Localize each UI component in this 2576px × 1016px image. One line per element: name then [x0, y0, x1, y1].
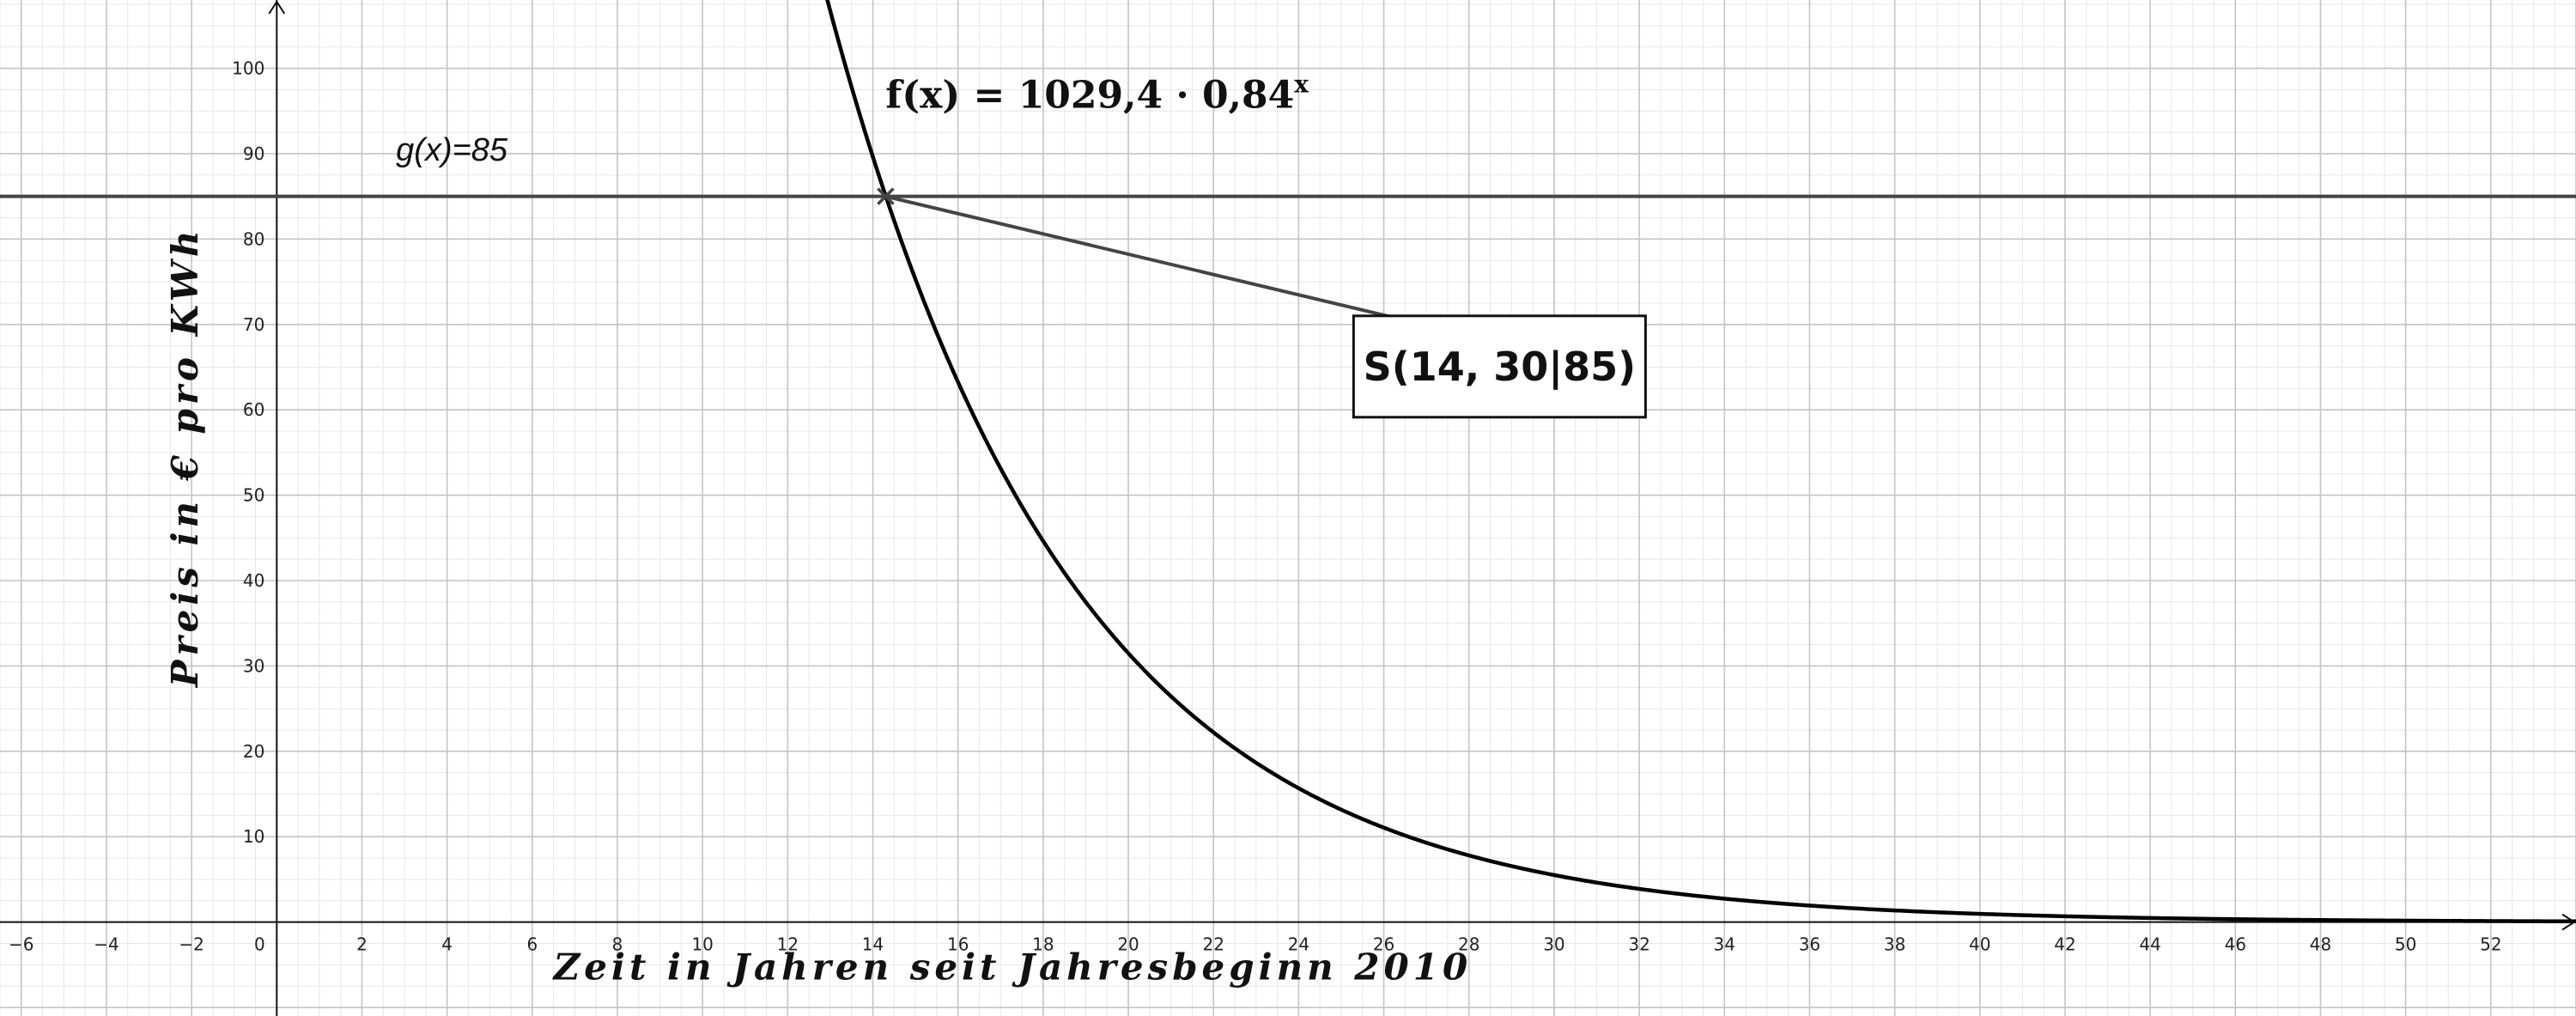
origin-tick-label: 0: [254, 934, 265, 955]
x-tick-label: 4: [441, 934, 453, 955]
x-tick-label: −4: [94, 934, 118, 955]
x-tick-label: 20: [1117, 934, 1139, 955]
x-tick-label: 22: [1202, 934, 1224, 955]
annotation-box-frame: [1352, 314, 1647, 419]
x-tick-label: 38: [1884, 934, 1905, 955]
x-tick-label: 18: [1032, 934, 1054, 955]
x-tick-label: 30: [1543, 934, 1564, 955]
x-tick-label: 16: [947, 934, 969, 955]
series-line-f: [825, 0, 2576, 924]
x-tick-label: 24: [1288, 934, 1309, 955]
x-tick-label: 42: [2054, 934, 2075, 955]
x-tick-label: 34: [1714, 934, 1735, 955]
series-label-f-exponent: x: [1294, 70, 1309, 98]
x-tick-label: 44: [2139, 934, 2160, 955]
x-tick-label: 8: [612, 934, 623, 955]
x-tick-label: 12: [777, 934, 799, 955]
y-axis-arrow: [268, 0, 286, 15]
x-tick-label: −6: [9, 934, 33, 955]
annotation-leader-line: [884, 194, 1406, 322]
x-tick-label: 36: [1799, 934, 1820, 955]
series-label-g: g(x)=85: [396, 132, 508, 168]
y-axis-title: Preis in € pro KWh: [164, 227, 206, 688]
y-tick-label: 40: [243, 570, 264, 591]
y-tick-label: 50: [243, 485, 264, 506]
x-tick-label: 46: [2225, 934, 2246, 955]
x-tick-label: 52: [2480, 934, 2501, 955]
tick-labels: −6 −4 −2 2 4 6 8 10 12 14 16 18 20 22 24 26 28 30 32 34 36 38…: [9, 58, 2502, 955]
annotation-label: S(14, 30|85): [1364, 344, 1637, 391]
x-tick-label: 28: [1458, 934, 1479, 955]
x-axis-title: Zeit in Jahren seit Jahresbeginn 2010: [552, 946, 1473, 988]
y-tick-label: 10: [243, 826, 264, 847]
x-tick-label: 32: [1628, 934, 1649, 955]
intersection-marker: [877, 187, 895, 205]
x-tick-label: 26: [1373, 934, 1394, 955]
x-tick-label: 2: [356, 934, 368, 955]
y-tick-label: 100: [232, 58, 264, 79]
intersection-marker-stroke: [877, 187, 895, 205]
x-tick-label: −2: [179, 934, 204, 955]
x-tick-label: 48: [2310, 934, 2331, 955]
y-tick-label: 80: [243, 228, 264, 249]
x-tick-label: 40: [1969, 934, 1990, 955]
y-tick-label: 90: [243, 143, 264, 164]
annotation-box: S(14, 30|85): [1352, 314, 1647, 419]
y-tick-label: 70: [243, 314, 264, 335]
y-tick-label: 60: [243, 399, 264, 420]
series-label-f: f(x) = 1029,4 · 0,84x: [885, 70, 1309, 117]
series-label-f-base: f(x) = 1029,4 · 0,84: [885, 73, 1294, 117]
y-tick-label: 20: [243, 741, 264, 762]
y-tick-label: 30: [243, 655, 264, 676]
x-tick-label: 50: [2395, 934, 2416, 955]
x-tick-label: 6: [526, 934, 538, 955]
x-tick-label: 14: [862, 934, 884, 955]
x-tick-label: 10: [691, 934, 713, 955]
